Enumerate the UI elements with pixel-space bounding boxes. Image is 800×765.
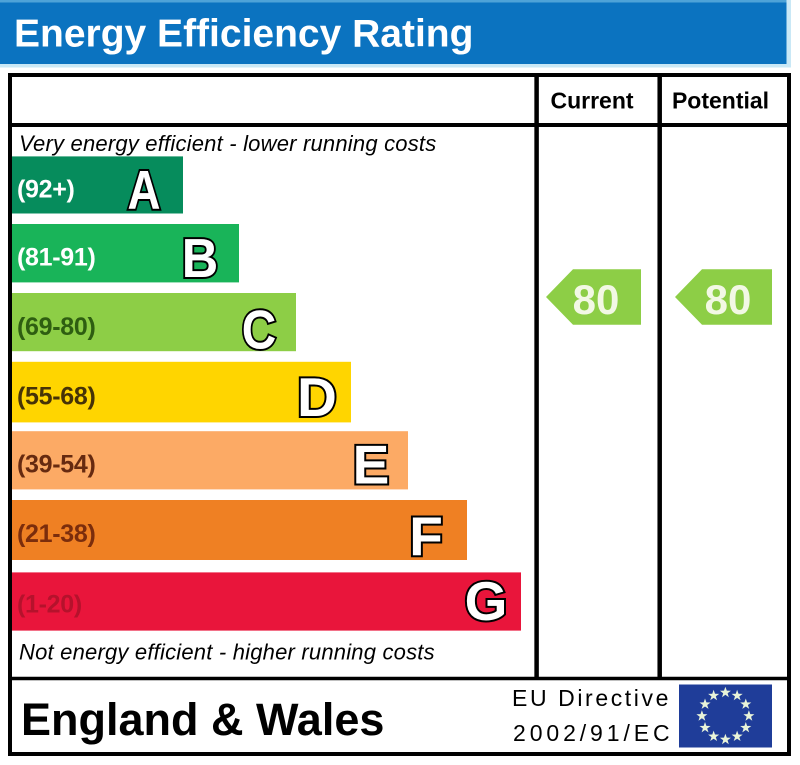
svg-text:Potential: Potential: [672, 88, 769, 114]
svg-text:80: 80: [573, 276, 620, 323]
svg-text:(55-68): (55-68): [17, 383, 96, 411]
svg-text:F: F: [409, 506, 443, 568]
svg-text:E: E: [353, 434, 390, 496]
svg-text:D: D: [297, 366, 337, 428]
svg-text:2002/91/EC: 2002/91/EC: [513, 720, 673, 746]
svg-text:(92+): (92+): [17, 175, 75, 203]
svg-text:EU Directive: EU Directive: [512, 685, 671, 711]
svg-text:A: A: [128, 159, 161, 221]
svg-text:(81-91): (81-91): [17, 244, 96, 272]
svg-text:(21-38): (21-38): [17, 520, 96, 548]
svg-text:G: G: [465, 570, 508, 632]
svg-text:(69-80): (69-80): [17, 313, 96, 341]
svg-text:Current: Current: [550, 88, 633, 114]
svg-text:B: B: [182, 227, 219, 289]
svg-text:(39-54): (39-54): [17, 451, 96, 479]
svg-text:(1-20): (1-20): [17, 591, 82, 619]
svg-text:Not energy efficient - higher: Not energy efficient - higher running co…: [19, 640, 435, 665]
svg-text:England & Wales: England & Wales: [21, 694, 384, 745]
svg-text:C: C: [242, 299, 277, 361]
svg-text:Energy Efficiency Rating: Energy Efficiency Rating: [14, 13, 473, 56]
svg-text:80: 80: [705, 276, 752, 323]
svg-text:Very energy efficient - lower: Very energy efficient - lower running co…: [19, 131, 436, 156]
